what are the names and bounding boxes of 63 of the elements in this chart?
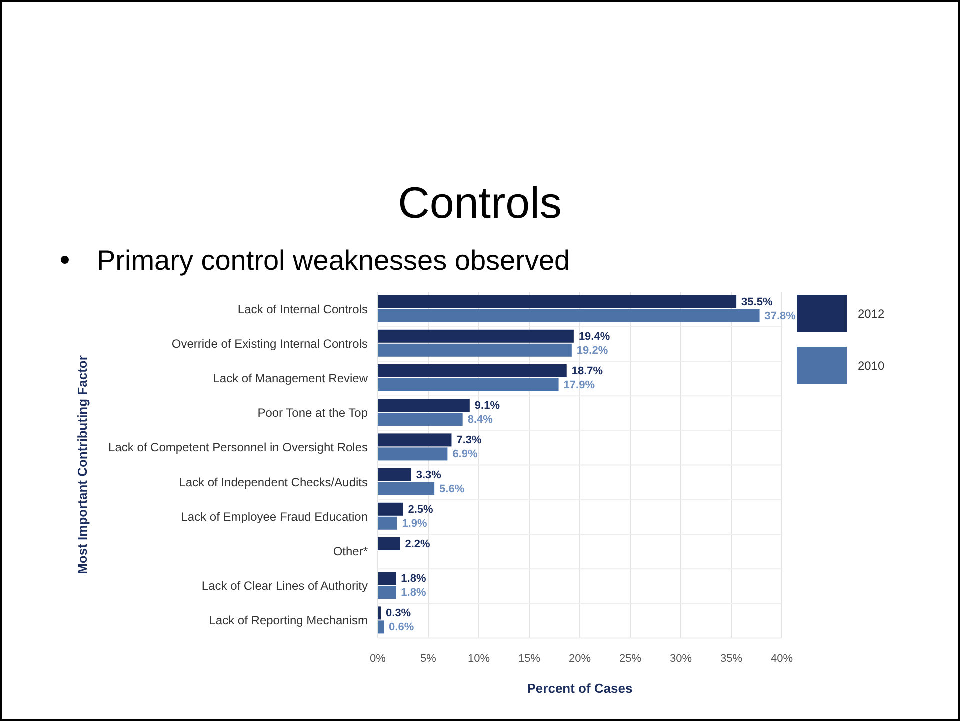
bar — [378, 413, 463, 426]
bar — [378, 344, 572, 357]
bar — [378, 606, 382, 620]
bar — [378, 482, 435, 496]
bar — [378, 516, 398, 530]
data-label: 17.9% — [564, 380, 596, 392]
x-tick-label: 40% — [770, 653, 794, 665]
bar — [378, 378, 559, 392]
data-label: 37.8% — [764, 310, 796, 322]
data-label: 7.3% — [456, 434, 482, 447]
chart-subtitle: Primary control weaknesses observed — [97, 245, 570, 276]
y-tick-label: Lack of Employee Fraud Education — [181, 510, 368, 524]
data-label: 19.4% — [578, 330, 610, 343]
x-tick-label: 5% — [420, 653, 437, 665]
data-label: 1.8% — [401, 587, 426, 600]
data-label: 5.6% — [440, 483, 465, 496]
data-label: 18.7% — [572, 366, 604, 378]
x-axis-title: Percent of Cases — [527, 681, 633, 696]
bar — [378, 309, 760, 322]
y-tick-label: Lack of Management Review — [213, 372, 368, 386]
data-label: 8.4% — [468, 414, 494, 426]
data-label: 1.9% — [402, 518, 428, 530]
text: 2012 — [858, 307, 886, 321]
data-label: 2.2% — [405, 538, 431, 550]
y-axis-title: Most Important Contributing Factor — [75, 356, 90, 574]
x-tick-label: 30% — [670, 653, 692, 665]
chart-title: Controls — [398, 179, 562, 228]
bar — [378, 448, 448, 461]
data-label: 3.3% — [416, 469, 442, 482]
x-tick-label: 0% — [370, 653, 386, 665]
text: 2010 — [858, 359, 886, 373]
y-tick-label: Lack of Internal Controls — [238, 302, 368, 316]
x-tick-label: 35% — [720, 653, 743, 665]
y-tick-label: Lack of Reporting Mechanism — [209, 614, 368, 628]
y-tick-label: Lack of Clear Lines of Authority — [202, 579, 368, 594]
bar — [378, 572, 396, 586]
bar — [378, 586, 396, 600]
data-label: 0.3% — [386, 608, 412, 620]
data-label: 2.5% — [408, 504, 434, 516]
bar — [378, 330, 574, 343]
y-tick-label: Lack of Independent Checks/Audits — [179, 475, 368, 490]
y-tick-label: Lack of Competent Personnel in Oversight Roles — [108, 440, 368, 455]
x-tick-label: 10% — [468, 653, 490, 665]
y-tick-label: Other* — [333, 544, 368, 558]
data-label: 9.1% — [474, 400, 500, 412]
bar — [378, 502, 404, 516]
bar — [378, 620, 384, 634]
x-tick-label: 25% — [619, 653, 642, 665]
bar — [378, 468, 412, 482]
bar — [378, 295, 737, 308]
data-label: 35.5% — [742, 296, 773, 308]
bar — [378, 399, 470, 412]
data-label: 1.8% — [401, 573, 426, 586]
data-label: 0.6% — [389, 622, 414, 634]
data-label: 19.2% — [576, 344, 608, 357]
x-tick-label: 20% — [568, 653, 592, 665]
bar — [378, 538, 400, 550]
x-tick-label: 15% — [518, 653, 541, 665]
y-tick-label: Override of Existing Internal Controls — [172, 336, 368, 351]
bar — [378, 364, 567, 378]
y-tick-label: Poor Tone at the Top — [258, 406, 368, 420]
bar — [378, 434, 452, 447]
data-label: 6.9% — [452, 448, 478, 461]
